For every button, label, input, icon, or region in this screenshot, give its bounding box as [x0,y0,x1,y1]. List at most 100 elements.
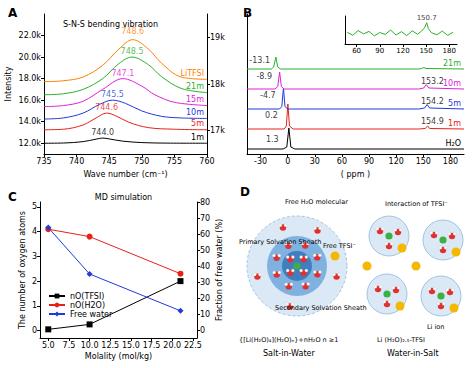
svg-text:748.5: 748.5 [121,47,144,56]
svg-text:10: 10 [200,310,210,319]
svg-text:21m: 21m [443,59,461,68]
svg-text:21m: 21m [186,82,204,91]
svg-text:Molality (mol/kg): Molality (mol/kg) [85,352,152,361]
svg-text:120: 120 [389,157,404,166]
svg-text:Secondary Solvation Sheath: Secondary Solvation Sheath [275,304,367,312]
svg-text:120: 120 [396,47,409,55]
svg-text:744.0: 744.0 [91,128,114,137]
svg-text:1m: 1m [448,119,461,128]
svg-text:16.0k: 16.0k [19,96,42,105]
svg-text:nO(TFSI): nO(TFSI) [70,292,104,301]
svg-text:22.0k: 22.0k [19,31,42,40]
svg-text:5m: 5m [191,119,204,128]
svg-text:MD simulation: MD simulation [95,193,152,202]
svg-text:Wave number (cm⁻¹): Wave number (cm⁻¹) [83,170,167,179]
svg-text:-4.7: -4.7 [260,91,276,100]
svg-text:14.0k: 14.0k [19,117,42,126]
svg-text:20: 20 [200,294,210,303]
svg-text:Intensity: Intensity [4,66,13,101]
svg-text:{[Li(H₂O)₄](H₂O)ₙ}+nH₂O n ≥1: {[Li(H₂O)₄](H₂O)ₙ}+nH₂O n ≥1 [239,336,338,344]
svg-text:12.5: 12.5 [101,341,119,350]
svg-text:S-N-S bending vibration: S-N-S bending vibration [63,20,158,29]
svg-text:Primary Solvation Sheath: Primary Solvation Sheath [239,238,321,246]
svg-text:4: 4 [32,227,37,236]
svg-text:60: 60 [337,157,347,166]
svg-text:90: 90 [364,157,374,166]
svg-text:150: 150 [416,157,431,166]
svg-text:3: 3 [32,252,37,261]
svg-text:H₂O: H₂O [445,139,461,148]
svg-text:735: 735 [36,157,51,166]
svg-text:-30: -30 [254,157,267,166]
svg-text:The number of oxygen atoms: The number of oxygen atoms [18,211,27,330]
svg-text:30: 30 [310,157,320,166]
svg-text:12.0k: 12.0k [19,139,42,148]
svg-text:5: 5 [32,202,37,211]
svg-text:150.7: 150.7 [417,14,437,22]
svg-text:1m: 1m [191,133,204,142]
svg-text:180: 180 [443,47,456,55]
svg-text:-8.9: -8.9 [256,72,272,81]
svg-text:17k: 17k [210,126,225,135]
svg-text:745.5: 745.5 [101,90,124,99]
svg-text:2: 2 [32,277,37,286]
svg-text:153.2: 153.2 [421,77,444,86]
svg-text:744.6: 744.6 [95,103,118,112]
svg-text:150: 150 [419,47,432,55]
svg-text:90: 90 [375,47,384,55]
svg-text:Li (H₂O)₂.₅-TFSI: Li (H₂O)₂.₅-TFSI [377,336,425,344]
svg-text:Interaction of TFSI⁻: Interaction of TFSI⁻ [385,200,448,208]
svg-text:Water-in-Salt: Water-in-Salt [387,349,439,358]
svg-text:0.2: 0.2 [265,111,278,120]
svg-text:50: 50 [200,246,210,255]
svg-text:18.0k: 18.0k [19,74,42,83]
svg-text:Free H₂O molecular: Free H₂O molecular [285,198,348,206]
svg-text:5m: 5m [448,99,461,108]
svg-text:40: 40 [200,262,210,271]
svg-text:A: A [8,6,18,20]
svg-text:5.0: 5.0 [42,341,55,350]
svg-text:1: 1 [32,301,37,310]
svg-text:17.5: 17.5 [143,341,161,350]
svg-text:154.9: 154.9 [421,117,444,126]
svg-text:10m: 10m [443,79,461,88]
svg-text:30: 30 [200,278,210,287]
svg-text:10m: 10m [186,108,204,117]
svg-text:154.2: 154.2 [421,97,444,106]
svg-text:-13.1: -13.1 [249,56,270,65]
svg-text:D: D [240,185,250,199]
svg-text:20.0k: 20.0k [19,53,42,62]
svg-text:Free TFSI⁻: Free TFSI⁻ [323,242,356,250]
svg-text:19k: 19k [210,33,225,42]
svg-text:B: B [243,6,252,20]
svg-text:7.5: 7.5 [63,341,76,350]
svg-text:740: 740 [69,157,84,166]
svg-text:15m: 15m [186,95,204,104]
svg-text:nO(H2O): nO(H2O) [70,301,105,310]
svg-text:747.1: 747.1 [111,69,134,78]
svg-text:20.0: 20.0 [163,341,181,350]
svg-text:( ppm ): ( ppm ) [341,170,370,179]
svg-text:LiTFSI: LiTFSI [181,69,204,78]
svg-text:80: 80 [200,198,210,207]
svg-text:22.5: 22.5 [184,341,202,350]
svg-text:70: 70 [200,214,210,223]
svg-text:0: 0 [200,326,205,335]
svg-text:60: 60 [200,230,210,239]
svg-text:Free water: Free water [70,310,113,319]
svg-text:755: 755 [167,157,182,166]
svg-text:760: 760 [199,157,214,166]
svg-text:Fraction of free water (%): Fraction of free water (%) [215,219,224,321]
svg-text:0: 0 [285,157,290,166]
svg-text:745: 745 [102,157,117,166]
svg-text:Li ion: Li ion [427,323,444,331]
svg-text:10.0: 10.0 [81,341,99,350]
svg-text:1.3: 1.3 [266,135,279,144]
svg-text:18k: 18k [210,80,225,89]
svg-text:180: 180 [443,157,458,166]
svg-text:C: C [8,190,17,204]
svg-text:60: 60 [352,47,361,55]
svg-text:750: 750 [134,157,149,166]
svg-text:Salt-in-Water: Salt-in-Water [263,349,315,358]
svg-text:15.0: 15.0 [122,341,140,350]
